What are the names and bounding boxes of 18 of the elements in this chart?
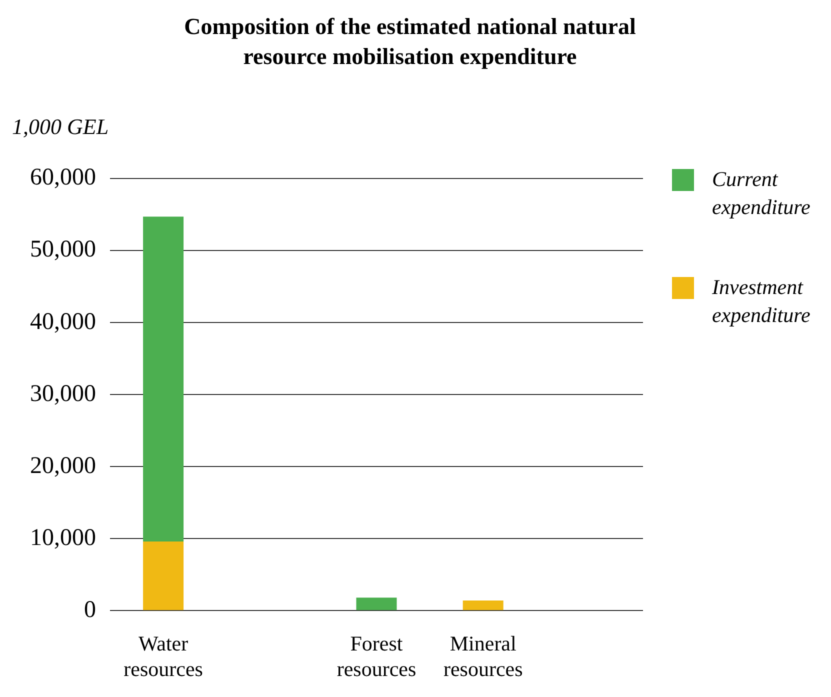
- x-tick-label: Water resources: [124, 632, 203, 681]
- x-tick-label: Forest resources: [336, 632, 416, 681]
- x-tick-label: Mineral resources: [443, 632, 523, 681]
- y-tick-label: 60,000: [30, 164, 96, 191]
- y-tick-label: 10,000: [30, 524, 96, 551]
- bar: [143, 216, 184, 542]
- y-axis-title: 1,000 GEL: [12, 114, 109, 140]
- y-tick-label: 50,000: [30, 236, 96, 263]
- bar: [356, 598, 397, 610]
- chart-title: Composition of the estimated national natural resource mobilisation expenditure: [183, 13, 637, 71]
- y-tick-label: 20,000: [30, 452, 96, 479]
- bar: [143, 541, 184, 610]
- legend-label: Investment expenditure: [712, 274, 812, 329]
- y-tick-label: 0: [84, 596, 96, 623]
- bar: [462, 600, 504, 610]
- y-tick-label: 40,000: [30, 308, 96, 335]
- y-tick-label: 30,000: [30, 380, 96, 407]
- legend-label: Current expenditure: [712, 166, 812, 221]
